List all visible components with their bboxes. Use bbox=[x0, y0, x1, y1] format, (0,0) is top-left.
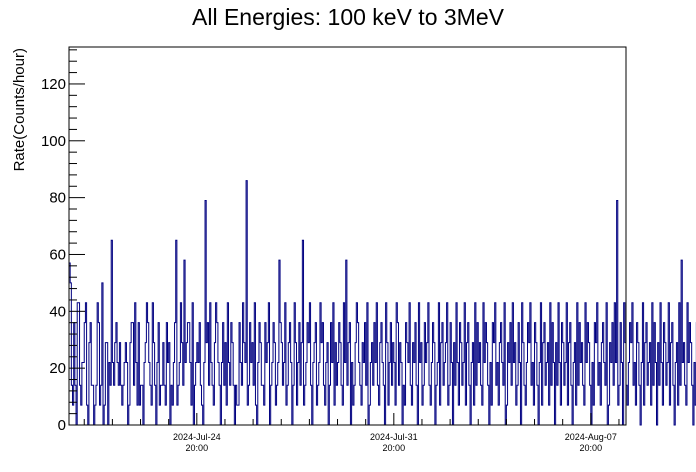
chart-title: All Energies: 100 keV to 3MeV bbox=[192, 4, 504, 30]
x-tick-label-date: 2024-Jul-24 bbox=[173, 432, 221, 442]
x-tick-label-time: 20:00 bbox=[580, 443, 603, 453]
x-axis: 2024-Jul-2420:002024-Jul-3120:002024-Aug… bbox=[83, 413, 620, 453]
y-tick-label: 120 bbox=[41, 76, 66, 93]
x-tick-label-time: 20:00 bbox=[383, 443, 406, 453]
y-axis: 0 20 40 60 80 100 120 bbox=[41, 49, 85, 434]
series-line bbox=[68, 180, 696, 426]
x-tick-label-date: 2024-Aug-07 bbox=[565, 432, 617, 442]
x-tick-label-date: 2024-Jul-31 bbox=[370, 432, 418, 442]
y-axis-label: Rate(Counts/hour) bbox=[11, 48, 28, 171]
y-tick-label: 20 bbox=[49, 360, 66, 377]
plot-frame bbox=[68, 46, 627, 426]
y-tick-label: 60 bbox=[49, 246, 66, 263]
y-tick-label: 40 bbox=[49, 303, 66, 320]
y-tick-label: 80 bbox=[49, 190, 66, 207]
y-tick-label: 0 bbox=[58, 417, 66, 434]
x-tick-label-time: 20:00 bbox=[186, 443, 209, 453]
y-tick-label: 100 bbox=[41, 133, 66, 150]
histogram-series bbox=[68, 180, 696, 426]
